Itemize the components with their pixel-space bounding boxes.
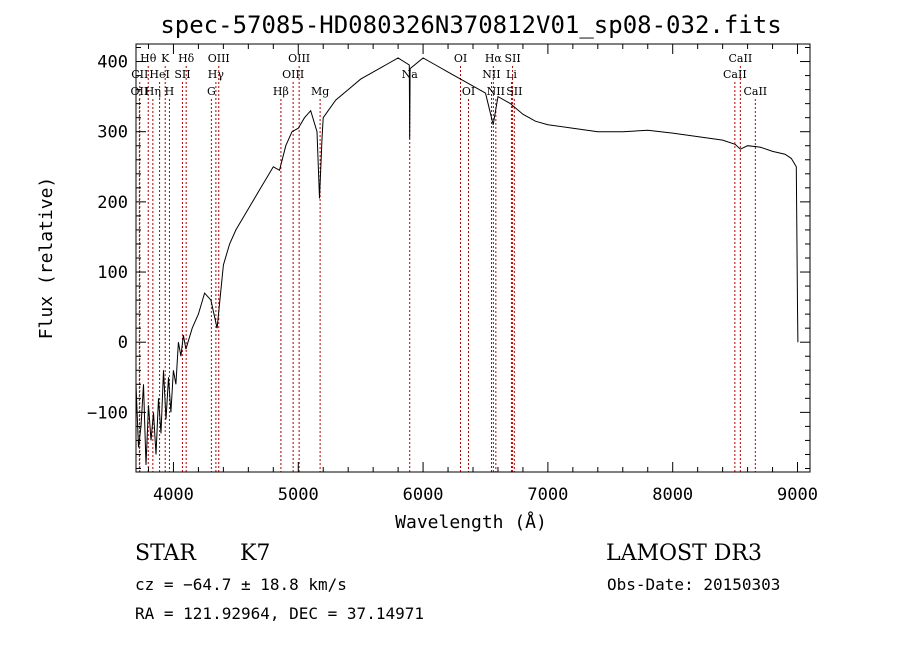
- x-tick-label: 9000: [777, 485, 818, 505]
- object-class: STAR: [135, 541, 197, 566]
- x-axis-label: Wavelength (Å): [395, 511, 547, 533]
- line-label: CII: [131, 68, 148, 81]
- survey-name: LAMOST DR3: [606, 541, 762, 566]
- line-label: G: [207, 85, 216, 98]
- line-label: Hγ: [208, 68, 225, 81]
- line-label: Hθ: [140, 52, 157, 65]
- x-tick-label: 7000: [527, 485, 568, 505]
- line-label: SII: [504, 52, 520, 65]
- line-label: OI: [454, 52, 467, 65]
- y-tick-label: 300: [97, 123, 128, 143]
- emission-line-markers: [138, 66, 756, 472]
- line-label: Mg: [311, 85, 329, 98]
- line-label: SII: [174, 68, 190, 81]
- object-subclass: K7: [240, 541, 270, 566]
- line-label: OIII: [282, 68, 304, 81]
- y-tick-label: 100: [97, 263, 128, 283]
- line-label: CaII: [743, 85, 767, 98]
- line-label: OII: [131, 85, 149, 98]
- line-label: CaII: [723, 68, 747, 81]
- x-tick-label: 5000: [278, 485, 319, 505]
- line-label: OI: [462, 85, 475, 98]
- line-label: Li: [506, 68, 517, 81]
- y-tick-label: −100: [87, 403, 128, 423]
- x-tick-label: 8000: [652, 485, 693, 505]
- line-label: Hα: [485, 52, 503, 65]
- line-label: HeI: [149, 68, 169, 81]
- y-tick-label: 0: [118, 333, 128, 353]
- y-tick-label: 400: [97, 53, 128, 73]
- coordinates: RA = 121.92964, DEC = 37.14971: [135, 604, 424, 623]
- y-axis-label: Flux (relative): [36, 177, 57, 340]
- x-axis-ticks: 4000 5000 6000 7000 8000 9000: [147, 44, 818, 505]
- line-label: Hβ: [273, 85, 289, 98]
- line-label: SII: [506, 85, 522, 98]
- spectrum-line: [135, 57, 799, 466]
- line-label: OIII: [208, 52, 230, 65]
- plot-frame: [135, 43, 811, 473]
- line-label: Hη: [145, 85, 161, 98]
- chart-title: spec-57085-HD080326N370812V01_sp08-032.f…: [160, 11, 781, 39]
- line-label: CaII: [729, 52, 753, 65]
- line-label: OIII: [288, 52, 310, 65]
- line-label: NII: [482, 68, 500, 81]
- line-label: K: [161, 52, 170, 65]
- redshift-cz: cz = −64.7 ± 18.8 km/s: [135, 575, 347, 594]
- line-label: H: [165, 85, 175, 98]
- x-tick-label: 4000: [153, 485, 194, 505]
- line-label: Hδ: [178, 52, 195, 65]
- observation-date: Obs-Date: 20150303: [607, 575, 780, 594]
- y-tick-label: 200: [97, 193, 128, 213]
- x-tick-label: 6000: [403, 485, 444, 505]
- line-label: NII: [487, 85, 505, 98]
- y-axis-ticks: −100 0 100 200 300 400: [87, 47, 810, 469]
- emission-line-labels: Hθ OII CII Hη HeI K H SII Hδ OIII Hγ G Hβ OIII OIII Mg N…: [131, 52, 768, 98]
